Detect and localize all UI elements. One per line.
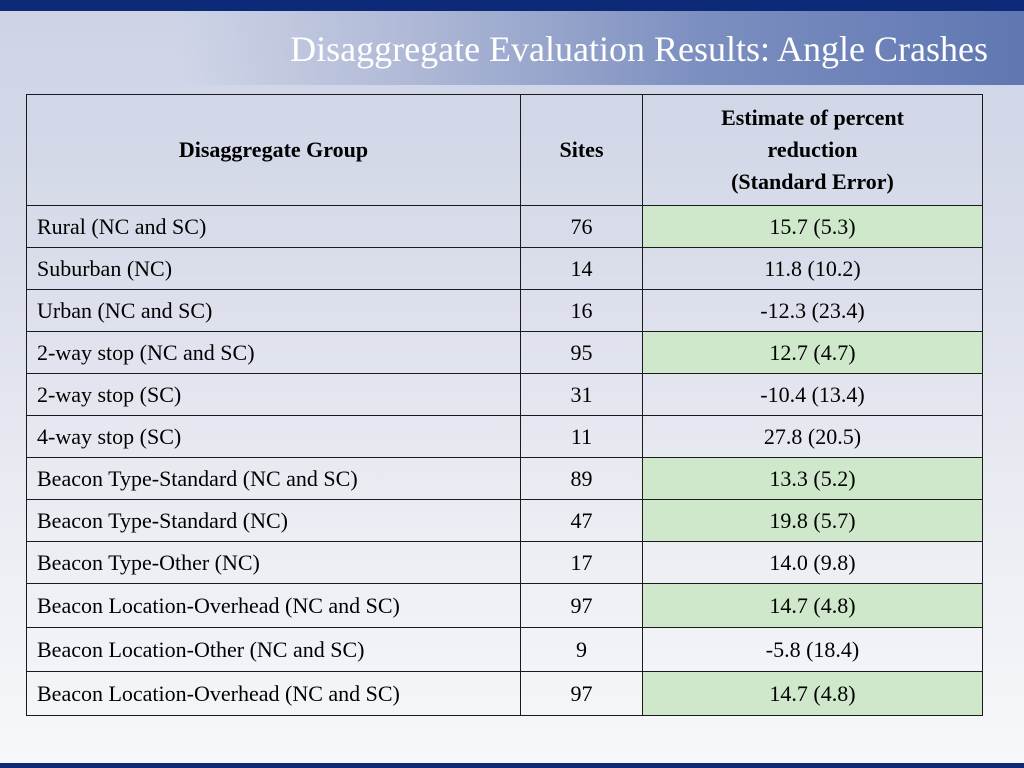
cell-disaggregate-group: Rural (NC and SC) <box>26 205 521 248</box>
cell-sites: 17 <box>520 541 643 584</box>
table-row: Suburban (NC) 14 11.8 (10.2) <box>26 247 983 290</box>
cell-disaggregate-group: 2-way stop (SC) <box>26 373 521 416</box>
cell-estimate: 19.8 (5.7) <box>642 499 983 542</box>
cell-disaggregate-group: 4-way stop (SC) <box>26 415 521 458</box>
header-disaggregate-group: Disaggregate Group <box>26 94 521 206</box>
cell-sites: 31 <box>520 373 643 416</box>
cell-estimate: 27.8 (20.5) <box>642 415 983 458</box>
cell-disaggregate-group: Beacon Type-Other (NC) <box>26 541 521 584</box>
cell-estimate: 14.7 (4.8) <box>642 583 983 628</box>
header-estimate-line-2: reduction <box>767 137 858 162</box>
cell-disaggregate-group: Beacon Location-Other (NC and SC) <box>26 627 521 672</box>
header-estimate: Estimate of percent reduction (Standard … <box>642 94 983 206</box>
results-table: Disaggregate Group Sites Estimate of per… <box>26 94 983 716</box>
cell-disaggregate-group: Beacon Location-Overhead (NC and SC) <box>26 671 521 716</box>
cell-estimate: -5.8 (18.4) <box>642 627 983 672</box>
cell-estimate: 14.7 (4.8) <box>642 671 983 716</box>
cell-sites: 47 <box>520 499 643 542</box>
cell-sites: 9 <box>520 627 643 672</box>
cell-disaggregate-group: Suburban (NC) <box>26 247 521 290</box>
cell-disaggregate-group: Beacon Type-Standard (NC and SC) <box>26 457 521 500</box>
cell-estimate: -10.4 (13.4) <box>642 373 983 416</box>
table-row: Beacon Location-Overhead (NC and SC) 97 … <box>26 583 983 628</box>
cell-sites: 89 <box>520 457 643 500</box>
cell-sites: 14 <box>520 247 643 290</box>
cell-sites: 97 <box>520 671 643 716</box>
table-header-row: Disaggregate Group Sites Estimate of per… <box>26 94 983 206</box>
cell-estimate: 11.8 (10.2) <box>642 247 983 290</box>
cell-disaggregate-group: Beacon Location-Overhead (NC and SC) <box>26 583 521 628</box>
cell-estimate: 12.7 (4.7) <box>642 331 983 374</box>
cell-sites: 11 <box>520 415 643 458</box>
cell-sites: 95 <box>520 331 643 374</box>
cell-sites: 16 <box>520 289 643 332</box>
title-banner <box>0 11 1024 85</box>
table-row: 2-way stop (NC and SC) 95 12.7 (4.7) <box>26 331 983 374</box>
cell-disaggregate-group: Beacon Type-Standard (NC) <box>26 499 521 542</box>
cell-disaggregate-group: Urban (NC and SC) <box>26 289 521 332</box>
table-row: Beacon Location-Other (NC and SC) 9 -5.8… <box>26 627 983 672</box>
table-row: Beacon Type-Other (NC) 17 14.0 (9.8) <box>26 541 983 584</box>
bottom-accent-bar <box>0 763 1024 768</box>
cell-sites: 76 <box>520 205 643 248</box>
table-row: Beacon Location-Overhead (NC and SC) 97 … <box>26 671 983 716</box>
cell-estimate: 14.0 (9.8) <box>642 541 983 584</box>
header-estimate-line-3: (Standard Error) <box>731 169 894 194</box>
cell-estimate: 13.3 (5.2) <box>642 457 983 500</box>
header-estimate-line-1: Estimate of percent <box>721 105 904 130</box>
table-row: Beacon Type-Standard (NC and SC) 89 13.3… <box>26 457 983 500</box>
table-row: Urban (NC and SC) 16 -12.3 (23.4) <box>26 289 983 332</box>
table-row: Beacon Type-Standard (NC) 47 19.8 (5.7) <box>26 499 983 542</box>
table-row: 2-way stop (SC) 31 -10.4 (13.4) <box>26 373 983 416</box>
table-body: Rural (NC and SC) 76 15.7 (5.3) Suburban… <box>26 205 983 716</box>
header-sites: Sites <box>520 94 643 206</box>
cell-estimate: 15.7 (5.3) <box>642 205 983 248</box>
slide-title: Disaggregate Evaluation Results: Angle C… <box>290 29 988 69</box>
cell-estimate: -12.3 (23.4) <box>642 289 983 332</box>
cell-sites: 97 <box>520 583 643 628</box>
cell-disaggregate-group: 2-way stop (NC and SC) <box>26 331 521 374</box>
top-accent-bar <box>0 0 1024 11</box>
table-row: Rural (NC and SC) 76 15.7 (5.3) <box>26 205 983 248</box>
table-row: 4-way stop (SC) 11 27.8 (20.5) <box>26 415 983 458</box>
